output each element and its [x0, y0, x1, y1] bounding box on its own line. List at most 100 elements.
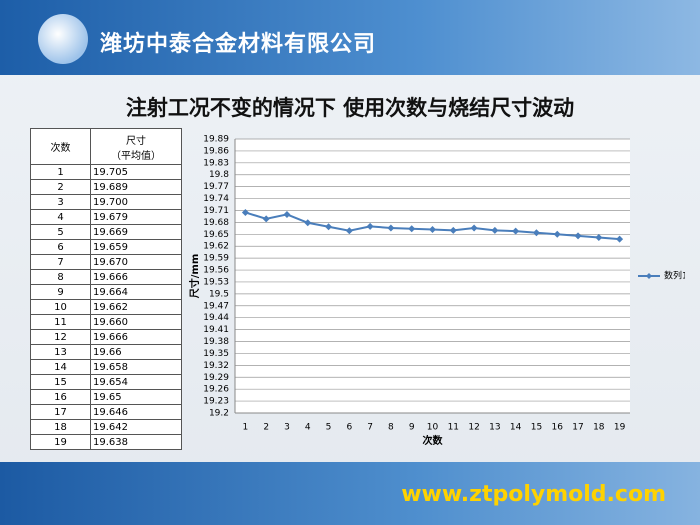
table-row: 13 19.66 — [30, 344, 182, 360]
header-band: 潍坊中泰合金材料有限公司 — [0, 0, 700, 75]
table-row: 1 19.705 — [30, 164, 182, 180]
y-axis-title: 尺寸/mm — [188, 254, 201, 299]
data-table: 次数 尺寸 （平均值） 1 19.705 2 19.689 3 19.700 4 19.679 5… — [30, 128, 182, 450]
slide-title: 注射工况不变的情况下 使用次数与烧结尺寸波动 — [125, 96, 575, 120]
data-point — [283, 210, 291, 218]
data-point — [595, 233, 603, 241]
y-tick-label: 19.83 — [203, 158, 229, 168]
data-point — [387, 224, 395, 232]
x-tick-label: 13 — [489, 423, 500, 433]
table-cell: 19.638 — [90, 434, 182, 450]
data-point — [262, 215, 270, 223]
y-tick-label: 19.77 — [203, 182, 229, 192]
x-tick-label: 16 — [552, 423, 564, 433]
table-cell: 11 — [30, 314, 91, 330]
y-tick-label: 19.29 — [203, 373, 229, 383]
data-point — [616, 235, 624, 243]
x-tick-label: 18 — [593, 423, 605, 433]
y-tick-label: 19.71 — [203, 206, 229, 216]
y-tick-label: 19.26 — [203, 385, 229, 395]
y-tick-label: 19.74 — [203, 194, 229, 204]
data-point — [241, 208, 249, 216]
table-header: 尺寸 （平均值） — [90, 128, 182, 165]
header-text: （平均值） — [111, 150, 161, 162]
table-cell: 1 — [30, 164, 91, 180]
table-cell: 19.654 — [90, 374, 182, 390]
x-tick-label: 6 — [346, 423, 352, 433]
data-point — [491, 226, 499, 234]
data-point — [553, 230, 561, 238]
legend-label: 数列1 — [664, 270, 685, 282]
x-tick-label: 4 — [305, 423, 311, 433]
y-tick-label: 19.65 — [203, 230, 229, 240]
table-cell: 19.659 — [90, 239, 182, 255]
data-point — [574, 232, 582, 240]
x-tick-label: 5 — [326, 423, 332, 433]
table-cell: 14 — [30, 359, 91, 375]
y-tick-label: 19.47 — [203, 301, 229, 311]
y-tick-label: 19.44 — [203, 313, 229, 323]
table-cell: 19.666 — [90, 269, 182, 285]
x-tick-label: 17 — [572, 423, 583, 433]
y-tick-label: 19.5 — [209, 289, 229, 299]
table-row: 2 19.689 — [30, 179, 182, 195]
data-point — [449, 226, 457, 234]
table-cell: 19.664 — [90, 284, 182, 300]
header-text: 尺寸 — [126, 135, 146, 147]
table-row: 10 19.662 — [30, 299, 182, 315]
y-tick-label: 19.32 — [203, 361, 229, 371]
data-point — [532, 229, 540, 237]
table-row: 17 19.646 — [30, 404, 182, 420]
x-tick-label: 14 — [510, 423, 522, 433]
y-tick-label: 19.41 — [203, 325, 229, 335]
table-cell: 7 — [30, 254, 91, 270]
y-tick-label: 19.38 — [203, 337, 229, 347]
table-row: 18 19.642 — [30, 419, 182, 435]
table-cell: 10 — [30, 299, 91, 315]
company-name: 潍坊中泰合金材料有限公司 — [100, 32, 377, 57]
data-point — [345, 227, 353, 235]
table-cell: 15 — [30, 374, 91, 390]
table-row: 16 19.65 — [30, 389, 182, 405]
table-cell: 19.660 — [90, 314, 182, 330]
table-cell: 19.689 — [90, 179, 182, 195]
plot-area — [235, 139, 630, 413]
y-tick-label: 19.8 — [209, 170, 229, 180]
table-row: 4 19.679 — [30, 209, 182, 225]
chart: 19.2 19.23 19.26 19.29 19.32 19.35 19.38 19.41 1… — [188, 135, 685, 448]
table-cell: 19.669 — [90, 224, 182, 240]
table-row: 14 19.658 — [30, 359, 182, 375]
y-tick-label: 19.86 — [203, 146, 229, 156]
table-cell: 19.666 — [90, 329, 182, 345]
table-cell: 8 — [30, 269, 91, 285]
logo — [38, 14, 88, 64]
table-row: 11 19.660 — [30, 314, 182, 330]
table-cell: 19.700 — [90, 194, 182, 210]
x-tick-label: 15 — [531, 423, 542, 433]
data-point — [408, 225, 416, 233]
y-tick-label: 19.89 — [203, 135, 229, 145]
legend-marker — [646, 273, 652, 279]
y-tick-label: 19.59 — [203, 254, 229, 264]
x-tick-label: 1 — [243, 423, 249, 433]
table-cell: 19.658 — [90, 359, 182, 375]
table-cell: 19.646 — [90, 404, 182, 420]
x-tick-label: 7 — [367, 423, 373, 433]
table-cell: 19.679 — [90, 209, 182, 225]
table-cell: 9 — [30, 284, 91, 300]
table-cell: 13 — [30, 344, 91, 360]
table-row: 3 19.700 — [30, 194, 182, 210]
data-point — [429, 226, 436, 234]
table-cell: 12 — [30, 329, 91, 345]
table-cell: 3 — [30, 194, 91, 210]
data-point — [512, 227, 520, 235]
data-point — [366, 222, 374, 230]
x-tick-label: 3 — [284, 423, 290, 433]
table-cell: 19.705 — [90, 164, 182, 180]
table-cell: 5 — [30, 224, 91, 240]
x-axis-title: 次数 — [423, 434, 444, 447]
table-cell: 6 — [30, 239, 91, 255]
y-tick-label: 19.62 — [203, 242, 229, 252]
x-tick-label: 19 — [614, 423, 626, 433]
y-tick-label: 19.56 — [203, 266, 229, 276]
